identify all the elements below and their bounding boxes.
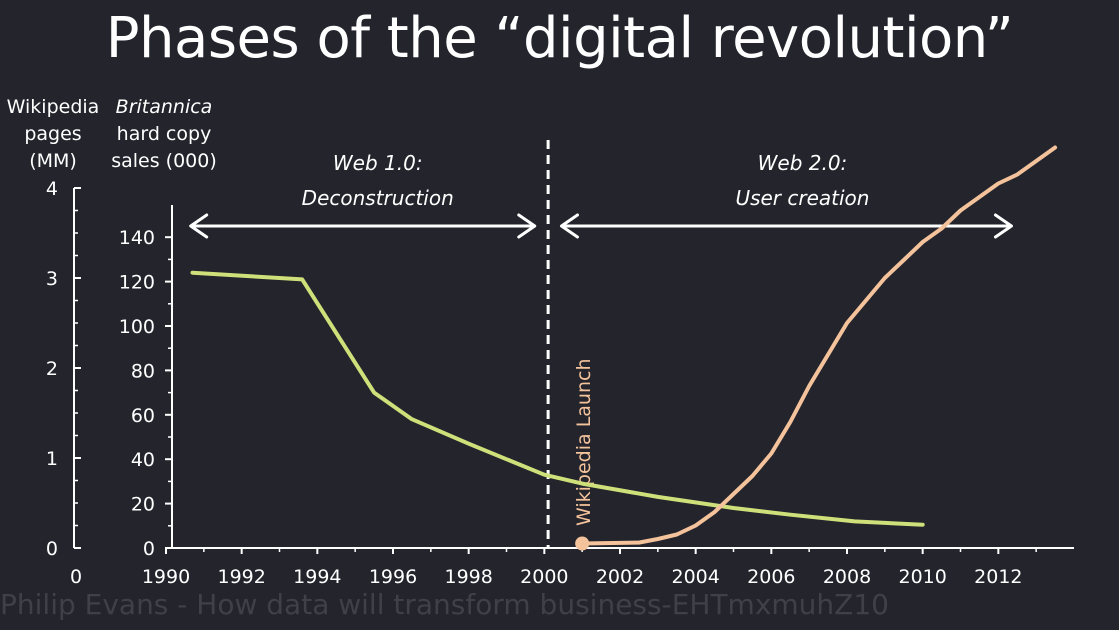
- x-tick-label: 2000: [520, 566, 568, 588]
- wikipedia-pages-line: [580, 145, 1058, 546]
- x-tick-label: 2010: [898, 566, 946, 588]
- left-tick-label: 2: [46, 358, 58, 380]
- video-caption: Philip Evans - How data will transform b…: [0, 588, 889, 621]
- bottom-left-zero-label: 0: [70, 566, 82, 588]
- right-tick-label: 40: [131, 449, 155, 471]
- x-tick-label: 1998: [444, 566, 492, 588]
- right-tick-label: 100: [119, 316, 155, 338]
- left-tick-label: 1: [46, 448, 58, 470]
- x-tick-label: 1992: [217, 566, 265, 588]
- x-tick-label: 2002: [596, 566, 644, 588]
- phase-web2-subtitle: User creation: [735, 186, 869, 210]
- phase-web1-arrowhead-right: [517, 213, 537, 239]
- right-tick-label: 60: [131, 405, 155, 427]
- axes: 1990 1992 1994 1996 1998 2000 2002 2004 2006 2008…: [7, 96, 1074, 588]
- x-tick-label: 1994: [293, 566, 341, 588]
- phase-web1-subtitle: Deconstruction: [302, 186, 454, 210]
- right-axis-label: sales (000): [111, 150, 217, 172]
- right-tick-label: 80: [131, 360, 155, 382]
- x-tick-label: 2006: [747, 566, 795, 588]
- left-tick-label: 4: [46, 178, 58, 200]
- left-tick-label: 0: [46, 538, 58, 560]
- wikipedia-launch-label: Wikipedia Launch: [573, 358, 595, 526]
- x-tick-label: 1996: [369, 566, 417, 588]
- right-tick-label: 120: [119, 272, 155, 294]
- left-axis-label: (MM): [29, 150, 77, 172]
- right-tick-label: 140: [119, 227, 155, 249]
- phase-web2-arrowhead-right: [993, 213, 1013, 239]
- left-tick-label: 3: [46, 268, 58, 290]
- x-tick-label: 2012: [974, 566, 1022, 588]
- x-tick-label: 2008: [823, 566, 871, 588]
- slide-title: Phases of the “digital revolution”: [105, 6, 1014, 71]
- left-axis-label: pages: [24, 123, 81, 145]
- phase-web1-arrowhead-left: [189, 213, 209, 239]
- left-axis-label: Wikipedia: [7, 96, 100, 118]
- phase-web1-title: Web 1.0:: [333, 151, 423, 175]
- phase-web2-arrowhead-left: [559, 213, 579, 239]
- right-tick-label: 0: [143, 538, 155, 560]
- x-tick-label: 1990: [142, 566, 190, 588]
- right-axis-label: Britannica: [116, 96, 213, 118]
- phase-web2-title: Web 2.0:: [758, 151, 848, 175]
- right-tick-label: 20: [131, 494, 155, 516]
- britannica-sales-line: [190, 270, 925, 527]
- right-axis-label: hard copy: [117, 123, 212, 145]
- x-tick-label: 2004: [671, 566, 719, 588]
- series: [190, 145, 1058, 546]
